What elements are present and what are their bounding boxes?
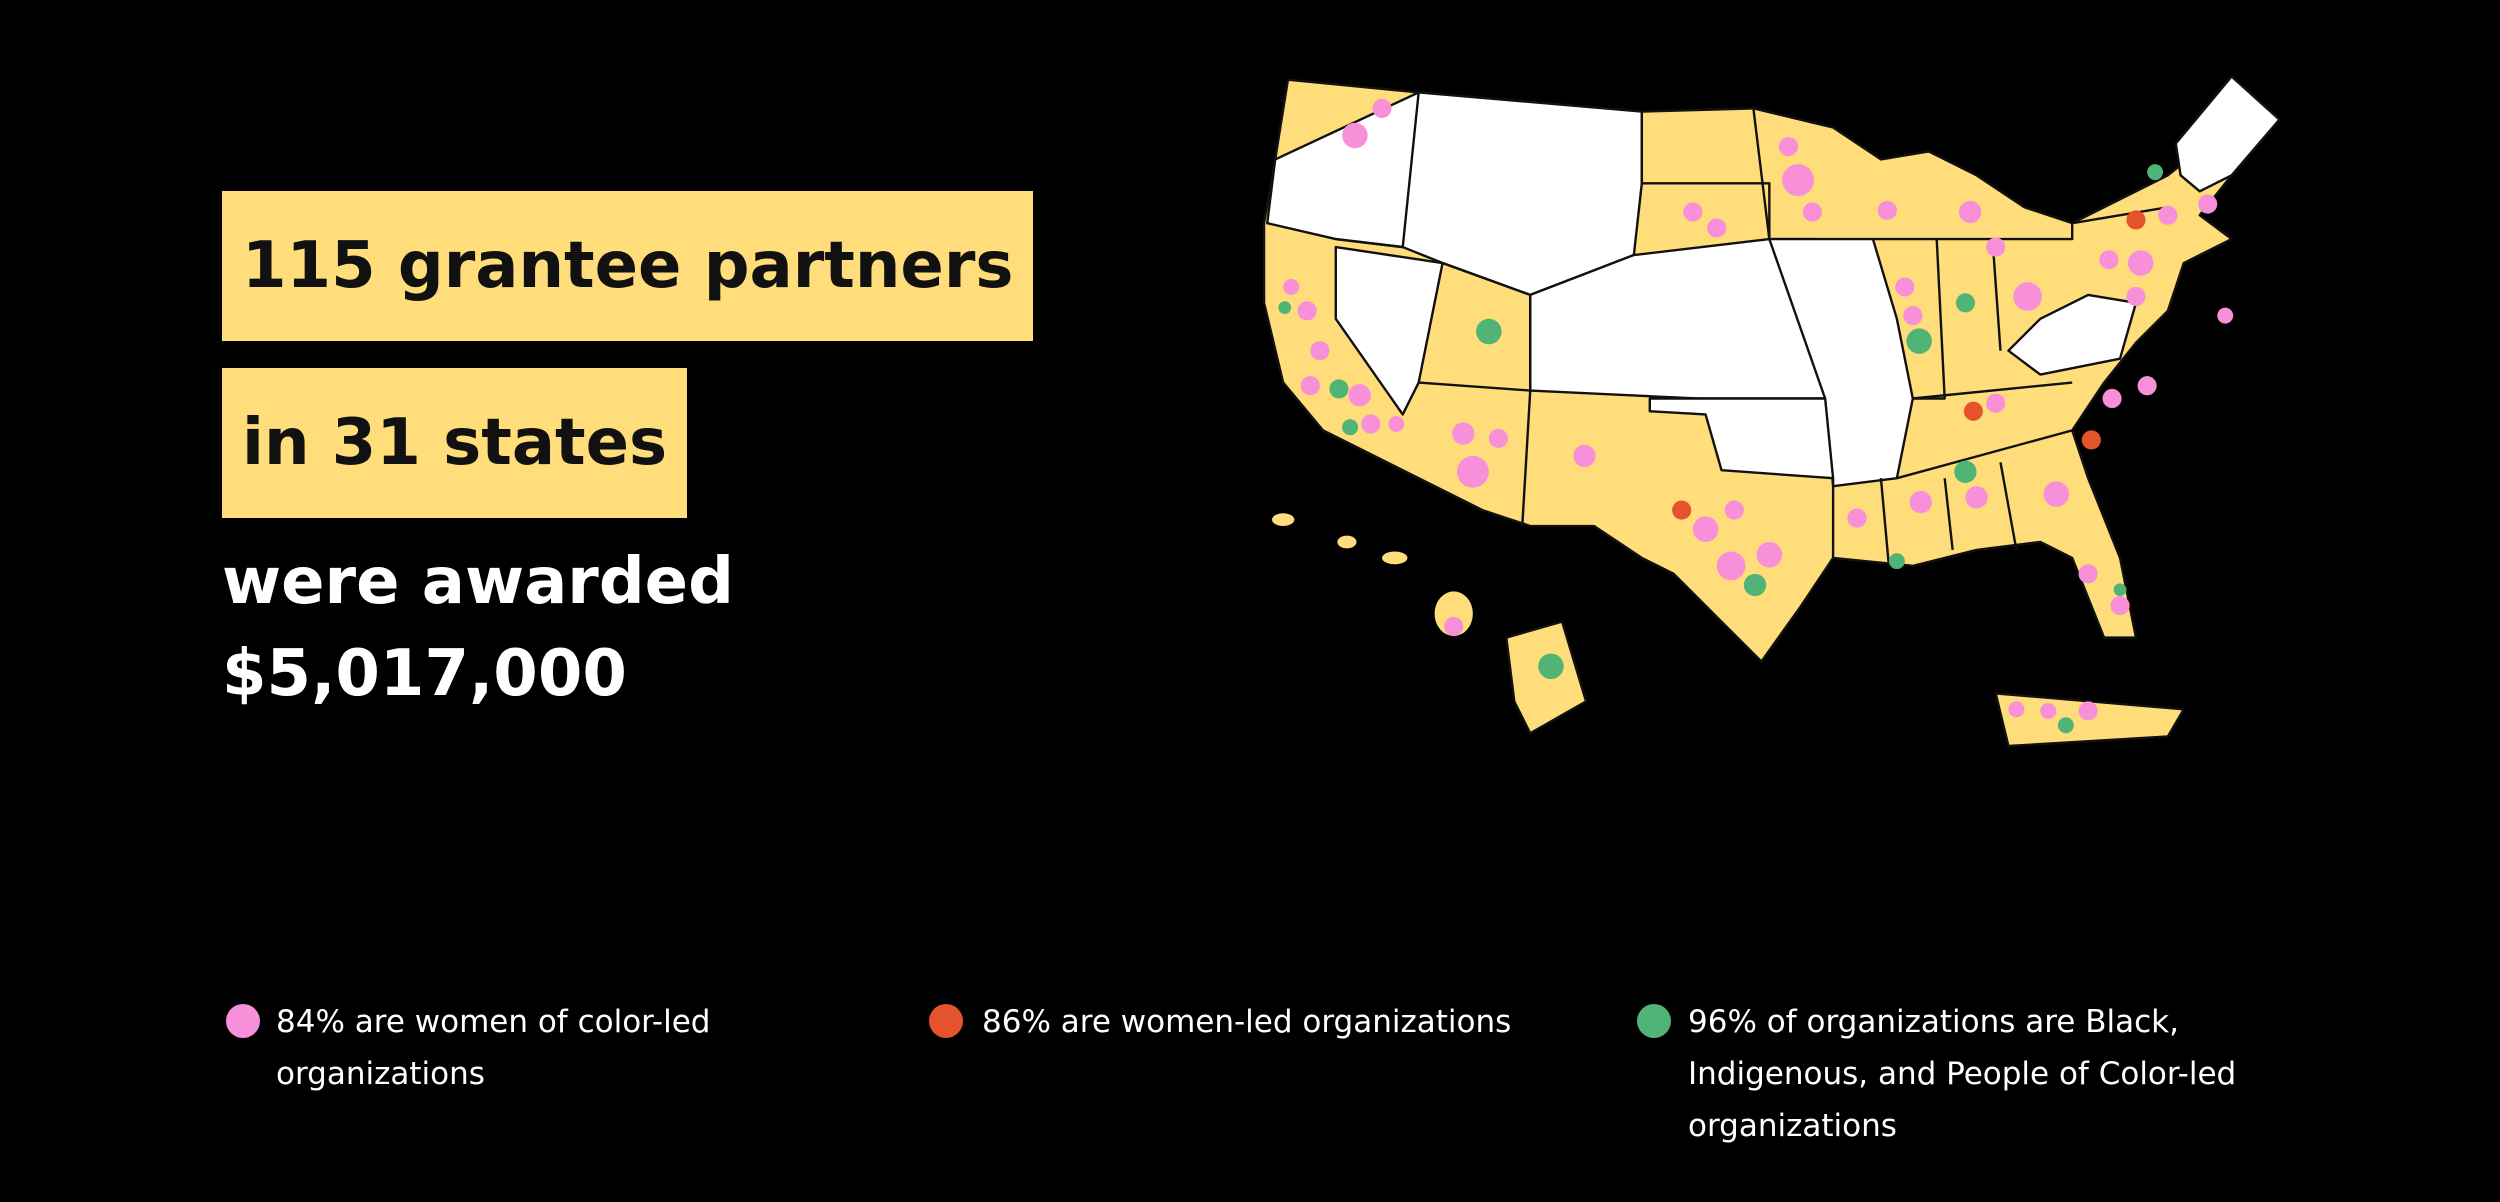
hawaii — [1272, 513, 1473, 637]
legend-dot — [929, 1004, 963, 1038]
green-dots — [1278, 164, 2164, 734]
legend-dot — [1637, 1004, 1671, 1038]
headline-text: were awarded — [222, 545, 734, 619]
legend-text: 86% are women-led organizations — [982, 1004, 1512, 1040]
headline-highlight: 115 grantee partners — [222, 191, 1034, 341]
headline-amount: $5,017,000 — [222, 637, 627, 711]
legend-text: 84% are women of color-led organizations — [276, 1004, 711, 1092]
orange-dots — [1672, 210, 2146, 520]
legend-text: 96% of organizations are Black, Indigeno… — [1688, 1004, 2237, 1144]
legend-dot — [226, 1004, 260, 1038]
headline-highlight: in 31 states — [222, 368, 688, 518]
pink-dots — [1283, 98, 2234, 721]
